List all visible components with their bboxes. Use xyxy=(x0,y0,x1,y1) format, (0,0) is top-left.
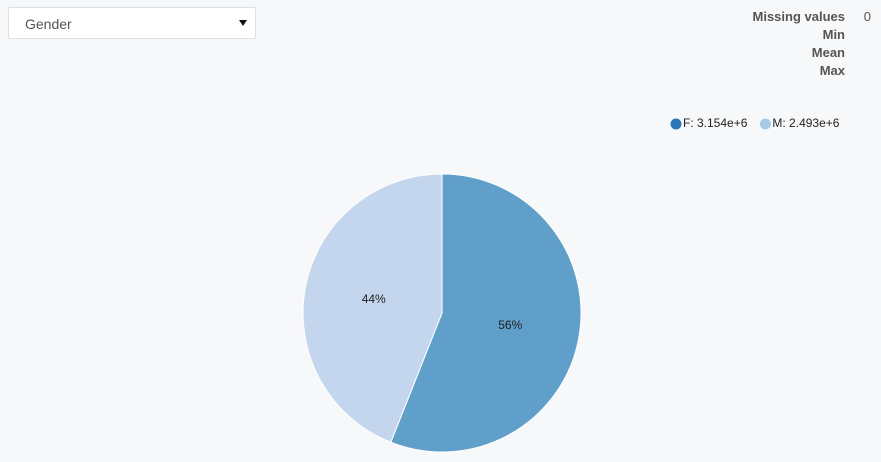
legend-marker xyxy=(670,118,682,130)
legend-label: F: 3.154e+6 xyxy=(683,116,748,130)
pie-slice xyxy=(302,173,443,443)
dropdown-arrow xyxy=(239,20,247,26)
stat-row: Mean xyxy=(753,44,871,62)
slice-label: 44% xyxy=(362,292,386,306)
pie-slice xyxy=(390,173,582,453)
dropdown[interactable]: Gender xyxy=(8,7,256,39)
stat-row: Max xyxy=(753,62,871,80)
stat-label: Max xyxy=(819,63,845,78)
stat-label: Mean xyxy=(811,45,845,60)
stat-label: Missing values xyxy=(752,9,845,24)
legend-label: M: 2.493e+6 xyxy=(772,116,839,130)
stat-row: Missing values 0 xyxy=(753,8,871,26)
stat-value: 0 xyxy=(863,9,871,24)
stat-label: Min xyxy=(822,27,845,42)
slice-label: 56% xyxy=(498,318,522,332)
stats: Missing values 0 Min Mean Max xyxy=(753,8,871,80)
dropdown-value: Gender xyxy=(25,16,72,32)
stat-row: Min xyxy=(753,26,871,44)
legend-marker xyxy=(759,118,771,130)
